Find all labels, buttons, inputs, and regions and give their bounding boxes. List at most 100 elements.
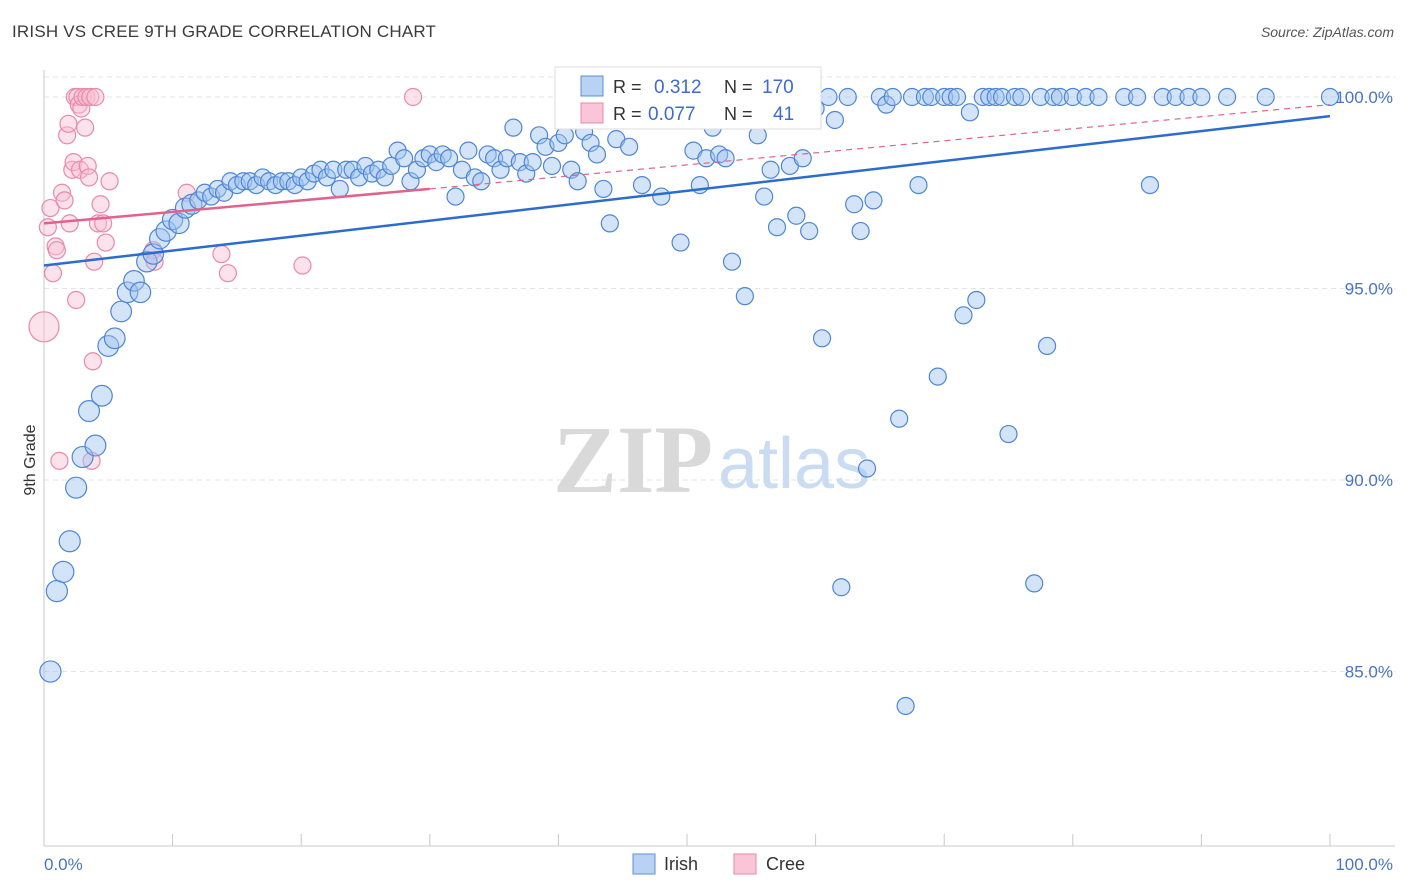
y-tick-labels: 100.0% 95.0% 90.0% 85.0%: [1335, 88, 1393, 682]
irish-point: [902, 87, 922, 107]
irish-points: [39, 87, 1340, 716]
irish-point: [123, 269, 145, 292]
legend-irish-label: Irish: [664, 854, 698, 874]
y-tick-label-1: 95.0%: [1345, 280, 1393, 299]
irish-point: [967, 290, 986, 310]
cree-point: [63, 160, 82, 179]
cree-point: [86, 87, 105, 107]
irish-point: [845, 195, 864, 214]
irish-point: [39, 660, 62, 683]
cree-point: [55, 191, 74, 210]
irish-point: [375, 168, 394, 187]
irish-point: [1025, 574, 1044, 593]
irish-point: [787, 206, 806, 225]
cree-point: [218, 264, 237, 283]
irish-point: [510, 153, 529, 172]
irish-point: [587, 145, 607, 164]
legend: Irish Cree: [632, 853, 805, 875]
irish-point: [947, 87, 967, 107]
irish-point: [793, 149, 812, 168]
cree-point: [50, 451, 69, 470]
irish-point: [620, 137, 639, 156]
irish-point: [1218, 87, 1237, 107]
irish-point: [941, 87, 960, 107]
irish-point: [594, 179, 613, 199]
irish-point: [504, 118, 523, 137]
cree-point: [85, 252, 104, 271]
irish-point: [90, 384, 113, 407]
irish-point: [110, 300, 133, 323]
axes: [43, 70, 1395, 847]
stats-cree-r-label: R =: [613, 104, 642, 124]
stats-box: R = 0.312 N = 170 R = 0.077 N = 41: [554, 66, 822, 130]
irish-point: [960, 103, 980, 122]
stats-irish-r-label: R =: [613, 77, 642, 97]
irish-point: [407, 160, 427, 179]
irish-point: [1192, 87, 1211, 107]
irish-point: [45, 579, 69, 603]
irish-point: [915, 87, 935, 107]
irish-point: [1320, 87, 1340, 107]
stats-cree-r-value: 0.077: [648, 104, 696, 125]
y-tick-label-3: 85.0%: [1345, 663, 1393, 682]
irish-point: [1153, 87, 1172, 107]
irish-point: [935, 87, 954, 107]
irish-point: [52, 560, 75, 584]
irish-point: [922, 87, 941, 107]
irish-point: [600, 214, 619, 233]
stats-cree-swatch: [580, 102, 604, 124]
irish-point: [812, 329, 832, 348]
irish-point: [568, 172, 587, 191]
irish-point: [84, 434, 107, 457]
irish-point: [864, 191, 883, 210]
cree-point: [81, 87, 100, 107]
irish-point: [999, 424, 1018, 444]
stats-cree-n-value: 41: [773, 104, 794, 125]
irish-point: [1166, 87, 1185, 107]
irish-point: [857, 459, 877, 478]
irish-point: [523, 153, 542, 172]
cree-point: [293, 256, 312, 275]
cree-point: [59, 114, 78, 133]
irish-point: [472, 172, 491, 191]
source-credit: Source: ZipAtlas.com: [1260, 24, 1394, 40]
irish-point: [632, 175, 652, 195]
stats-irish-swatch: [580, 75, 604, 97]
cree-point: [28, 311, 60, 343]
grid-lines: [44, 76, 1395, 672]
irish-point: [767, 218, 787, 237]
stats-irish-r-value: 0.312: [654, 77, 702, 98]
cree-point: [78, 156, 97, 176]
irish-point: [1012, 87, 1031, 107]
cree-point: [41, 198, 60, 218]
irish-point: [530, 126, 549, 145]
cree-point: [58, 126, 77, 145]
irish-point: [832, 578, 851, 597]
irish-point: [517, 164, 536, 183]
irish-point: [851, 221, 870, 241]
irish-point: [1140, 175, 1160, 195]
irish-point: [459, 141, 478, 160]
irish-point: [1127, 87, 1147, 107]
irish-point: [671, 233, 690, 252]
irish-point: [735, 287, 754, 306]
watermark-zip: ZIP: [553, 406, 713, 513]
x-ticks: [43, 834, 1331, 846]
irish-point: [896, 696, 915, 716]
irish-point: [1044, 87, 1063, 107]
irish-point: [1076, 87, 1095, 107]
irish-point: [116, 281, 139, 304]
cree-point: [67, 290, 86, 310]
stats-irish-n-value: 170: [762, 77, 794, 98]
cree-point: [60, 214, 79, 233]
cree-point: [212, 244, 231, 264]
irish-point: [394, 149, 414, 168]
irish-point: [1031, 87, 1050, 107]
irish-point: [1037, 336, 1057, 356]
irish-point: [992, 87, 1012, 107]
irish-point: [562, 160, 581, 179]
irish-point: [1005, 87, 1025, 107]
legend-cree-swatch: [733, 853, 757, 875]
legend-cree-label: Cree: [766, 854, 805, 874]
cree-point: [96, 233, 115, 252]
